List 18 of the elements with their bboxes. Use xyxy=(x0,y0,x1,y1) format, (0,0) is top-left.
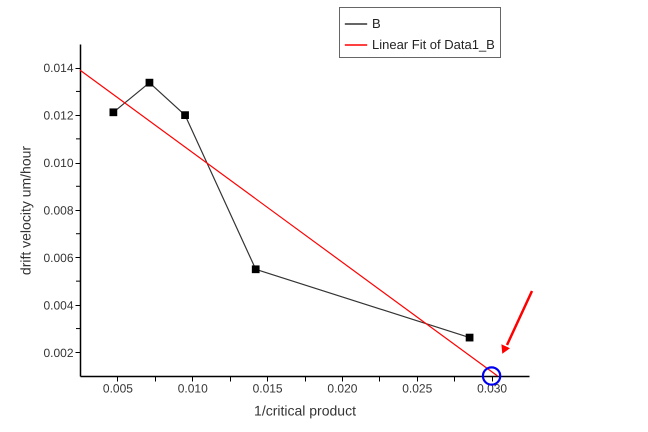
x-tick-label: 0.010 xyxy=(178,382,208,396)
y-axis-title: drift velocity um/hour xyxy=(17,146,34,276)
y-tick-label: 0.014 xyxy=(43,61,74,76)
y-tick-label: 0.006 xyxy=(43,250,74,265)
x-tick-label: 0.020 xyxy=(327,382,358,396)
point xyxy=(482,366,502,386)
x-tick-label: 0.025 xyxy=(402,382,433,396)
x-tick-label: 0.030 xyxy=(477,382,508,396)
y-tick-label: 0.002 xyxy=(43,346,74,360)
y-tick-label: 0.010 xyxy=(43,156,74,170)
y-tick-label: 0.012 xyxy=(43,108,74,123)
y-tick-label: 0.008 xyxy=(43,204,74,218)
legend-label: Linear Fit of Data1_B xyxy=(372,37,495,52)
legend-label: B xyxy=(372,16,381,31)
x-tick-label: 0.015 xyxy=(252,382,283,396)
x-axis-title: 1/critical product xyxy=(254,402,356,418)
x-tick-label: 0.005 xyxy=(102,382,134,396)
y-tick-label: 0.004 xyxy=(43,298,74,312)
